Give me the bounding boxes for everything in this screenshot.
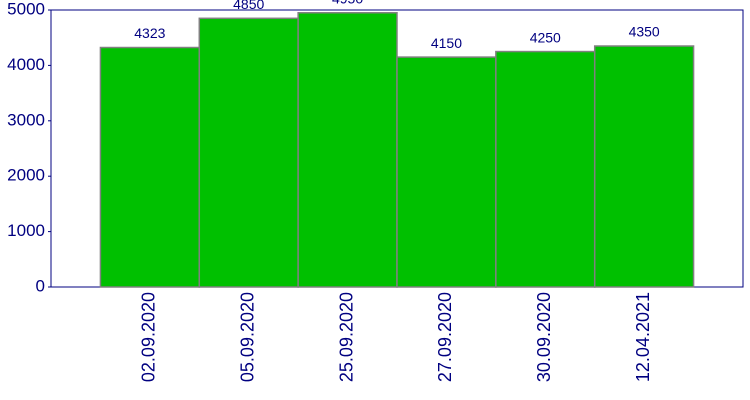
x-tick-label: 25.09.2020 xyxy=(336,292,356,382)
bar xyxy=(495,50,596,288)
value-label: 4850 xyxy=(233,0,264,12)
value-label: 4950 xyxy=(332,0,363,6)
y-tick-label: 2000 xyxy=(7,166,45,185)
y-tick-label: 5000 xyxy=(7,0,45,18)
x-tick-label: 27.09.2020 xyxy=(435,292,455,382)
y-tick-label: 0 xyxy=(36,276,45,295)
y-tick-label: 4000 xyxy=(7,55,45,74)
value-label: 4250 xyxy=(530,29,561,45)
bar xyxy=(99,46,201,288)
bar xyxy=(396,56,497,288)
bar xyxy=(297,12,398,288)
x-tick-label: 12.04.2021 xyxy=(633,292,653,382)
value-label: 4150 xyxy=(431,35,462,51)
x-tick-label: 05.09.2020 xyxy=(237,292,257,382)
x-tick-label: 02.09.2020 xyxy=(139,292,159,382)
bar xyxy=(593,45,695,288)
value-label: 4350 xyxy=(629,24,660,40)
x-tick-label: 30.09.2020 xyxy=(534,292,554,382)
bar xyxy=(198,17,299,288)
y-tick-label: 1000 xyxy=(7,221,45,240)
value-label: 4323 xyxy=(134,25,165,41)
y-tick-label: 3000 xyxy=(7,110,45,129)
